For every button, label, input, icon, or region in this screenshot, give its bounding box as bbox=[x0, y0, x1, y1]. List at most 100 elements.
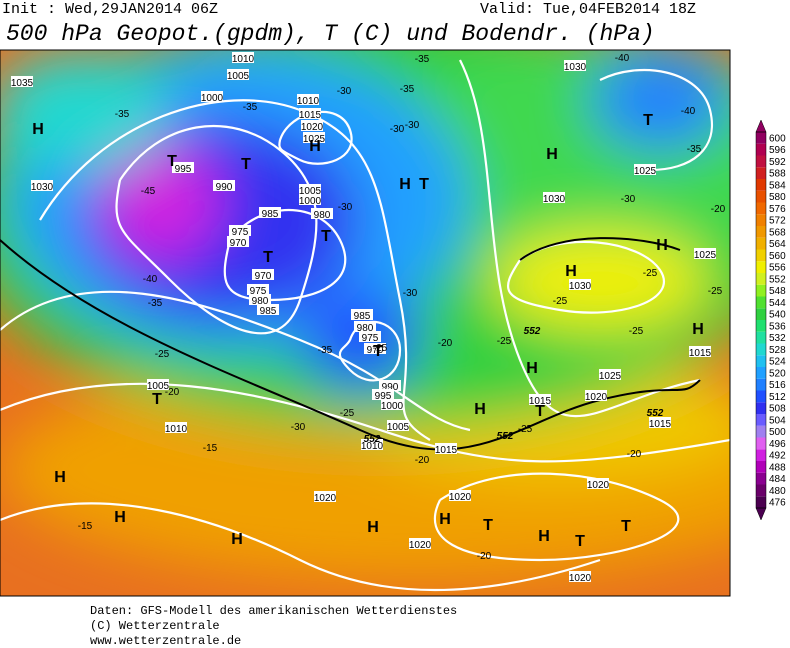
pressure-center: T bbox=[621, 518, 631, 535]
colorbar-swatch bbox=[756, 472, 766, 485]
footer-line: Daten: GFS-Modell des amerikanischen Wet… bbox=[90, 604, 457, 618]
colorbar-label: 576 bbox=[769, 204, 786, 215]
temperature-label: -25 bbox=[497, 336, 512, 347]
pressure-center: T bbox=[152, 391, 162, 408]
pressure-label-box bbox=[634, 164, 656, 175]
colorbar-label: 572 bbox=[769, 216, 786, 227]
pressure-label: 1020 bbox=[569, 573, 592, 584]
pressure-label: 980 bbox=[252, 296, 269, 307]
pressure-label: 1025 bbox=[634, 166, 657, 177]
temperature-label: -25 bbox=[518, 424, 533, 435]
colorbar-swatch bbox=[756, 331, 766, 344]
pressure-label-box bbox=[694, 248, 716, 259]
colorbar-label: 512 bbox=[769, 392, 786, 403]
pressure-label-box bbox=[147, 379, 169, 390]
colorbar-swatch bbox=[756, 378, 766, 391]
temperature-label: -20 bbox=[165, 387, 180, 398]
colorbar-swatch bbox=[756, 237, 766, 250]
colorbar-label: 548 bbox=[769, 286, 786, 297]
pressure-center: T bbox=[419, 176, 429, 193]
temperature-label: -15 bbox=[203, 443, 218, 454]
colorbar-swatch bbox=[756, 284, 766, 297]
pressure-label-box bbox=[172, 162, 194, 173]
pressure-center: H bbox=[692, 321, 704, 338]
temperature-label: -25 bbox=[553, 296, 568, 307]
pressure-label: 1000 bbox=[381, 401, 404, 412]
pressure-label: 1005 bbox=[227, 71, 250, 82]
map: 1035101010051000995990101010151020102510… bbox=[0, 50, 730, 596]
pressure-center: T bbox=[483, 517, 493, 534]
pressure-label: 1010 bbox=[297, 96, 320, 107]
colorbar-label: 596 bbox=[769, 145, 786, 156]
temperature-label: -40 bbox=[615, 53, 630, 64]
pressure-label: 1005 bbox=[299, 186, 322, 197]
colorbar-swatch bbox=[756, 249, 766, 262]
colorbar-swatch bbox=[756, 449, 766, 461]
colorbar-swatch bbox=[756, 308, 766, 320]
colorbar-label: 508 bbox=[769, 404, 786, 415]
pressure-label: 1000 bbox=[201, 93, 224, 104]
pressure-label-box bbox=[299, 184, 321, 195]
colorbar-label: 524 bbox=[769, 357, 786, 368]
pressure-label: 975 bbox=[362, 333, 379, 344]
colorbar-swatch bbox=[756, 390, 766, 403]
pressure-center: H bbox=[54, 469, 66, 486]
colorbar-swatch bbox=[756, 320, 766, 332]
pressure-center: T bbox=[321, 228, 331, 245]
temperature-label: -30 bbox=[291, 422, 306, 433]
footer-line: (C) Wetterzentrale bbox=[90, 619, 220, 633]
pressure-center: H bbox=[32, 121, 44, 138]
pressure-label: 990 bbox=[382, 382, 399, 393]
temperature-label: -40 bbox=[143, 274, 158, 285]
pressure-label-box bbox=[372, 389, 394, 400]
colorbar-arrow bbox=[755, 119, 767, 133]
pressure-center: H bbox=[399, 176, 411, 193]
colorbar-arrow bbox=[755, 507, 767, 521]
pressure-center: T bbox=[241, 156, 251, 173]
colorbar-swatch bbox=[756, 261, 766, 273]
pressure-label-box bbox=[247, 284, 269, 295]
pressure-label-box bbox=[249, 294, 271, 305]
pressure-center: H bbox=[546, 146, 558, 163]
pressure-label-box bbox=[381, 399, 403, 410]
pressure-label: 1015 bbox=[529, 396, 552, 407]
temperature-label: -40 bbox=[681, 106, 696, 117]
temperature-label: -25 bbox=[340, 408, 355, 419]
pressure-label-box bbox=[252, 269, 274, 280]
pressure-center: H bbox=[565, 263, 577, 280]
temperature-label: -25 bbox=[708, 286, 723, 297]
colorbar-swatch bbox=[756, 484, 766, 497]
pressure-label: 985 bbox=[354, 311, 371, 322]
pressure-label-box bbox=[299, 108, 321, 119]
pressure-center: T bbox=[167, 153, 177, 170]
colorbar-label: 556 bbox=[769, 263, 786, 274]
colorbar-swatch bbox=[756, 437, 766, 450]
pressure-label: 980 bbox=[314, 210, 331, 221]
colorbar-swatch bbox=[756, 179, 766, 191]
colorbar-label: 540 bbox=[769, 310, 786, 321]
pressure-label-box bbox=[689, 346, 711, 357]
pressure-label: 1020 bbox=[587, 480, 610, 491]
pressure-label-box bbox=[165, 422, 187, 433]
pressure-center: H bbox=[439, 511, 451, 528]
map-frame bbox=[0, 49, 731, 597]
map-title: 500 hPa Geopot.(gpdm), T (C) und Bodendr… bbox=[6, 21, 655, 47]
temperature-label: -25 bbox=[373, 343, 388, 354]
pressure-label: 1030 bbox=[543, 194, 566, 205]
temperature-label: -35 bbox=[687, 144, 702, 155]
colorbar-label: 552 bbox=[769, 274, 786, 285]
pressure-center: H bbox=[538, 528, 550, 545]
pressure-label-box bbox=[569, 571, 591, 582]
temperature-label: -30 bbox=[337, 86, 352, 97]
pressure-label: 1005 bbox=[387, 422, 410, 433]
pressure-center: H bbox=[526, 360, 538, 377]
pressure-label-box bbox=[387, 420, 409, 431]
pressure-label: 1010 bbox=[361, 441, 384, 452]
pressure-label-box bbox=[585, 390, 607, 401]
pressure-center: H bbox=[656, 237, 668, 254]
temperature-label: -35 bbox=[148, 298, 163, 309]
pressure-label-box bbox=[201, 91, 223, 102]
pressure-label-box bbox=[314, 491, 336, 502]
pressure-label-box bbox=[364, 343, 386, 354]
